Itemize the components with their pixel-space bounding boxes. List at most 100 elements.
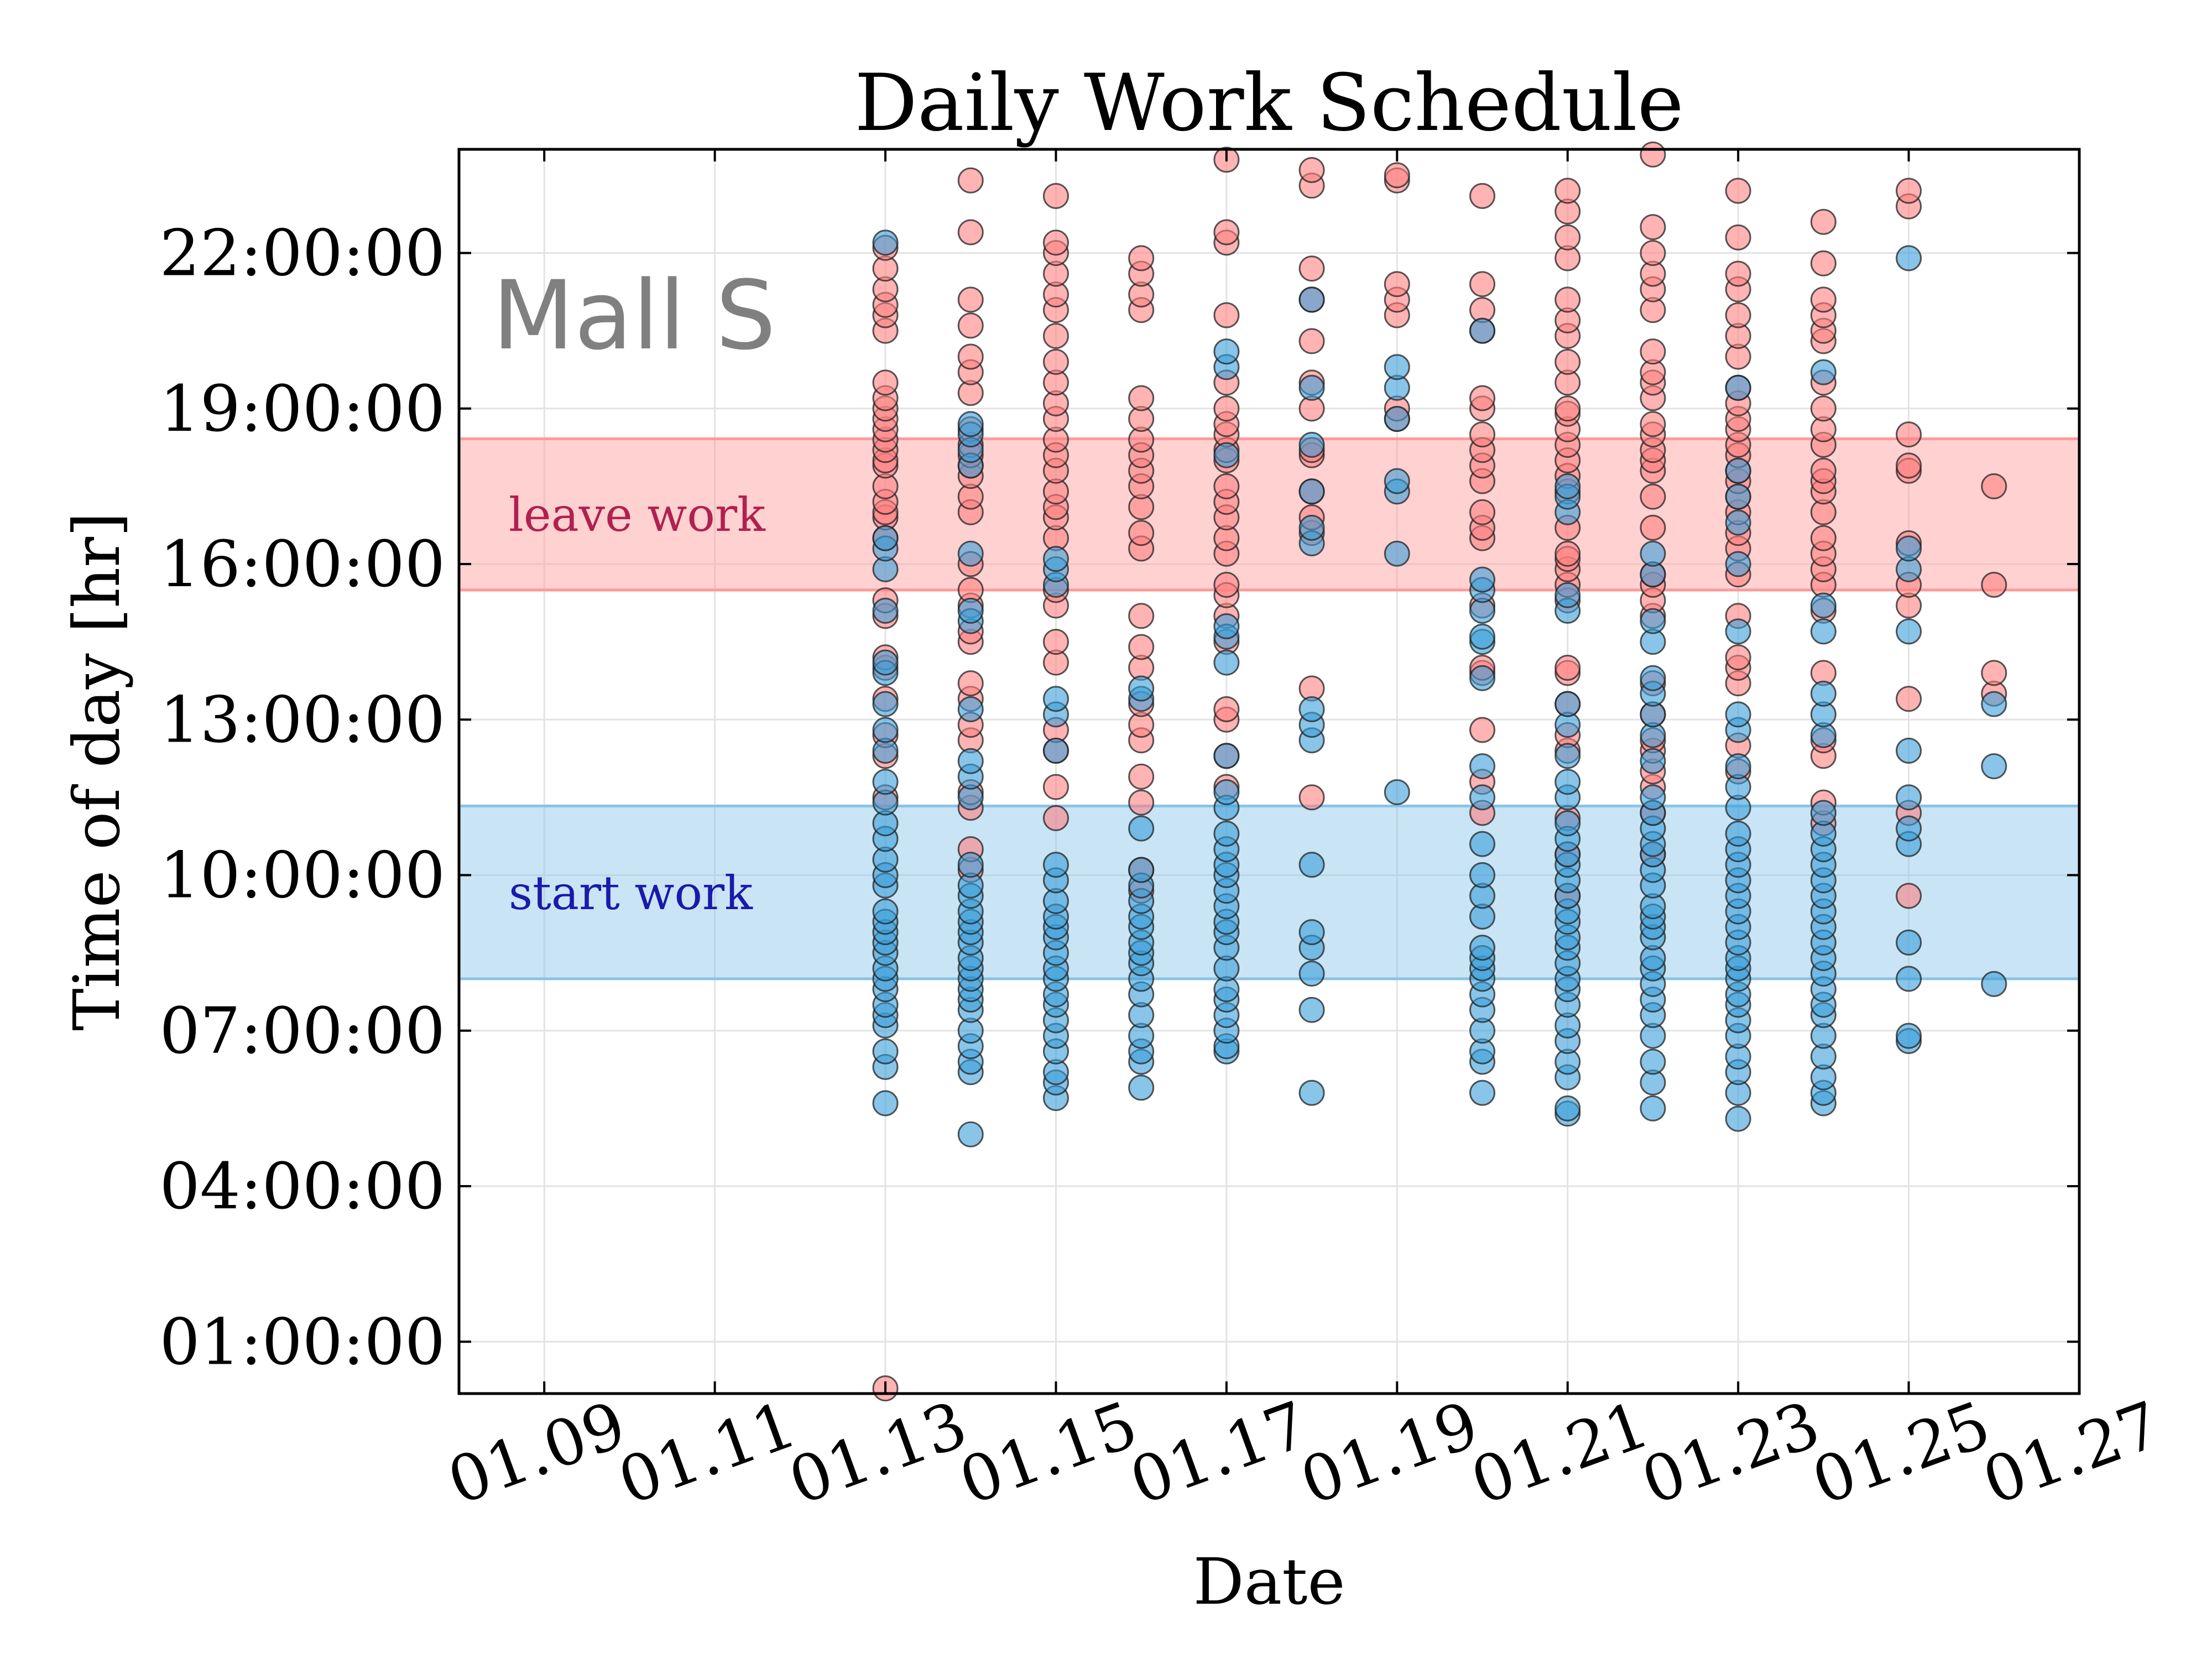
- data-point: [1128, 789, 1155, 816]
- data-point: [1213, 442, 1240, 468]
- data-point: [1042, 546, 1069, 572]
- data-point: [1896, 784, 1922, 811]
- data-point: [1981, 753, 2007, 780]
- data-point: [1725, 178, 1751, 204]
- data-point: [1128, 763, 1155, 790]
- data-point: [1298, 997, 1325, 1023]
- data-point: [1640, 1048, 1666, 1075]
- data-point: [1384, 779, 1410, 805]
- data-point: [1042, 229, 1069, 256]
- data-point: [1810, 250, 1837, 276]
- data-points: [872, 141, 2007, 1402]
- data-point: [1981, 660, 2007, 686]
- data-point: [1554, 655, 1581, 681]
- band-label-1: start work: [509, 866, 753, 920]
- data-point: [1384, 406, 1410, 432]
- data-point: [957, 219, 984, 246]
- data-point: [1725, 483, 1751, 510]
- data-point: [1810, 525, 1837, 551]
- data-point: [1640, 784, 1666, 811]
- data-point: [1725, 1105, 1751, 1132]
- data-point: [1554, 810, 1581, 837]
- data-point: [1725, 374, 1751, 401]
- data-point: [1896, 618, 1922, 645]
- data-point: [1128, 245, 1155, 272]
- data-point: [1640, 338, 1666, 365]
- data-point: [1469, 317, 1496, 344]
- data-point: [1213, 338, 1240, 365]
- data-point: [957, 1121, 984, 1147]
- data-point: [1725, 224, 1751, 251]
- data-point: [1810, 208, 1837, 235]
- data-point: [957, 167, 984, 194]
- data-point: [1128, 385, 1155, 411]
- data-point: [1298, 478, 1325, 505]
- data-point: [1128, 634, 1155, 660]
- data-point: [1554, 286, 1581, 313]
- y-tick-label: 19:00:00: [160, 372, 446, 446]
- data-point: [1554, 1095, 1581, 1121]
- data-point: [1896, 1022, 1922, 1049]
- data-point: [1725, 644, 1751, 671]
- data-point: [1298, 157, 1325, 183]
- data-point: [1128, 1074, 1155, 1101]
- data-point: [1213, 649, 1240, 676]
- data-point: [1896, 535, 1922, 562]
- data-point: [1298, 961, 1325, 987]
- data-point: [1810, 457, 1837, 484]
- data-point: [1554, 769, 1581, 795]
- data-point: [1298, 514, 1325, 541]
- data-point: [1298, 255, 1325, 282]
- data-point: [957, 852, 984, 878]
- data-point: [1640, 665, 1666, 691]
- y-tick-label: 07:00:00: [160, 994, 446, 1068]
- data-point: [1725, 701, 1751, 728]
- x-axis-label: Date: [1193, 1545, 1345, 1619]
- y-tick-label: 16:00:00: [160, 528, 446, 602]
- data-point: [1896, 452, 1922, 479]
- data-point: [957, 670, 984, 697]
- y-tick-label: 01:00:00: [160, 1305, 446, 1379]
- data-point: [872, 691, 899, 717]
- data-point: [1469, 182, 1496, 209]
- data-point: [1554, 395, 1581, 422]
- data-point: [1725, 509, 1751, 536]
- data-point: [1640, 411, 1666, 437]
- data-point: [1213, 572, 1240, 598]
- data-point: [1469, 831, 1496, 857]
- data-point: [872, 769, 899, 795]
- data-point: [1469, 753, 1496, 780]
- data-point: [872, 369, 899, 396]
- data-point: [1042, 852, 1069, 878]
- data-point: [1554, 691, 1581, 717]
- data-point: [1213, 779, 1240, 805]
- data-point: [1384, 354, 1410, 380]
- data-point: [1384, 540, 1410, 567]
- data-point: [872, 1090, 899, 1117]
- data-point: [1554, 224, 1581, 251]
- data-point: [1213, 219, 1240, 246]
- y-tick-label: 04:00:00: [160, 1150, 446, 1224]
- data-point: [1128, 815, 1155, 842]
- data-point: [1213, 473, 1240, 499]
- data-point: [1896, 815, 1922, 842]
- data-point: [1298, 919, 1325, 946]
- y-tick-label: 10:00:00: [160, 839, 446, 913]
- data-point: [1213, 302, 1240, 328]
- y-tick-label: 13:00:00: [160, 683, 446, 757]
- data-point: [957, 411, 984, 437]
- data-point: [1298, 431, 1325, 458]
- data-point: [1384, 162, 1410, 189]
- data-point: [1896, 421, 1922, 448]
- data-point: [1554, 178, 1581, 204]
- data-point: [1896, 966, 1922, 992]
- band-1: [457, 805, 2081, 980]
- data-point: [1896, 245, 1922, 272]
- data-point: [1042, 629, 1069, 655]
- data-point: [1640, 483, 1666, 510]
- data-point: [1554, 540, 1581, 567]
- data-point: [1213, 743, 1240, 769]
- data-point: [1896, 929, 1922, 956]
- data-point: [872, 525, 899, 551]
